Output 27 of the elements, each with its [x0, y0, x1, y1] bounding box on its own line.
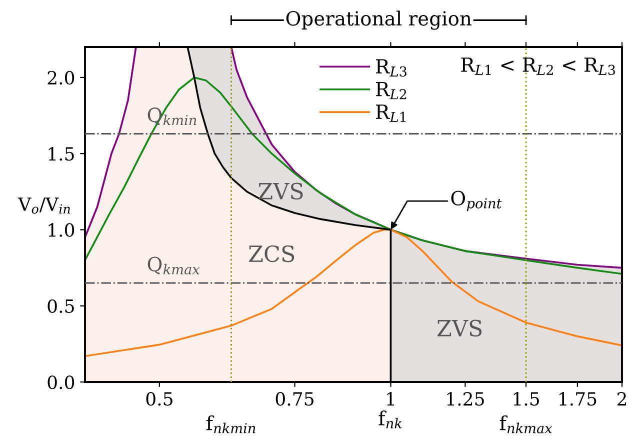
x-tick-label: 1.75 [560, 392, 596, 406]
annotation: ZCS [249, 245, 294, 262]
x-tick-label: 2 [617, 392, 626, 406]
y-tick-label: 2.0 [48, 70, 74, 85]
x-tick-label: 0.5 [146, 392, 172, 406]
x-tick-label: 1.25 [447, 392, 484, 406]
y-axis-title: V$_{o}$/V$_{in}$ [18, 198, 70, 214]
y-tick-label: 0.0 [48, 375, 74, 390]
ref-line-label: Q$_{kmin}$ [148, 108, 196, 126]
ref-line-label: f$_{nkmin}$ [206, 415, 256, 434]
x-tick-label: 0.75 [276, 392, 314, 406]
y-tick-label: 0.5 [48, 299, 74, 313]
legend-label: R$_{L2}$ [376, 82, 406, 100]
y-tick-label: 1.0 [48, 223, 74, 237]
annotation: ZVS [437, 320, 482, 337]
ref-line-label: f$_{nkmax}$ [500, 415, 552, 434]
chart-title: Operational region [286, 10, 472, 30]
x-tick-label: 1.5 [514, 392, 539, 406]
legend-label: R$_{L3}$ [376, 59, 406, 77]
text: f$_{nk}$ [378, 410, 402, 428]
y-tick-label: 1.5 [48, 147, 74, 161]
annotation: R$_{L1}$ < R$_{L2}$ < R$_{L3}$ [461, 58, 615, 76]
annotation: O$_{point}$ [451, 190, 502, 212]
legend-label: R$_{L1}$ [376, 104, 406, 122]
x-tick-label: 1 [387, 392, 394, 406]
annotation: ZVS [258, 182, 303, 200]
ref-line-label: Q$_{kmax}$ [148, 256, 200, 274]
